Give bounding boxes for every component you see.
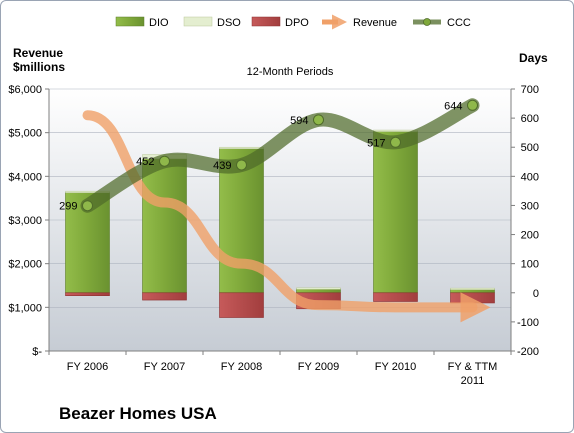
ccc-point	[236, 159, 247, 171]
revenue-arrow	[82, 110, 491, 323]
ccc-data-label: 517	[367, 137, 385, 149]
dio-bar	[142, 158, 187, 294]
ccc-data-label: 644	[444, 100, 462, 112]
dso-bar	[296, 287, 341, 290]
ccc-data-label: 452	[136, 156, 154, 168]
right-tick-label: 300	[521, 200, 539, 212]
right-axis-label: Days	[519, 51, 548, 65]
legend-dso-swatch	[183, 16, 213, 27]
right-tick-label: 500	[521, 142, 539, 154]
legend-dpo-swatch	[251, 16, 281, 27]
right-tick-label: 200	[521, 230, 539, 242]
right-tick-label: 400	[521, 171, 539, 183]
left-tick-label: $3,000	[8, 215, 42, 227]
ccc-point	[313, 114, 324, 126]
revenue-series	[82, 110, 491, 323]
ccc-data-label: 594	[290, 115, 308, 127]
dpo-bar	[373, 292, 418, 302]
category-label: FY 2010	[375, 361, 416, 373]
legend-revenue-label: Revenue	[353, 17, 397, 29]
legend: DIO DSO DPO Revenue CCC	[115, 14, 471, 30]
category-label: 2011	[461, 375, 485, 387]
ccc-point	[82, 200, 93, 212]
left-tick-label: $2,000	[8, 259, 42, 271]
dpo-bar	[142, 292, 187, 301]
legend-ccc-label: CCC	[447, 17, 471, 29]
right-tick-label: 0	[533, 288, 539, 300]
dpo-bar	[65, 292, 110, 296]
ccc-point	[390, 136, 401, 148]
left-tick-label: $4,000	[8, 171, 42, 183]
right-tick-label: 600	[521, 113, 539, 125]
category-label: FY 2009	[298, 361, 339, 373]
legend-dio-swatch	[115, 16, 145, 27]
category-label: FY & TTM	[448, 361, 498, 373]
left-tick-label: $1,000	[8, 302, 42, 314]
right-tick-label: 100	[521, 259, 539, 271]
ccc-data-label: 299	[59, 201, 77, 213]
axes: $- $1,000 $2,000 $3,000 $4,000 $5,000 $6,000 -2…	[8, 84, 539, 387]
category-label: FY 2007	[144, 361, 185, 373]
dso-bar	[219, 146, 264, 149]
chart-title: 12-Month Periods	[247, 66, 334, 78]
left-tick-label: $6,000	[8, 84, 42, 96]
dpo-bar	[219, 292, 264, 318]
company-name: Beazer Homes USA	[59, 404, 217, 423]
right-tick-label: 700	[521, 84, 539, 96]
right-tick-label: -200	[517, 346, 539, 358]
category-label: FY 2006	[67, 361, 108, 373]
right-tick-label: -100	[517, 317, 539, 329]
dpo-bar	[450, 292, 495, 304]
ccc-line	[80, 98, 480, 213]
legend-dso-label: DSO	[217, 17, 241, 29]
dso-bar	[450, 287, 495, 290]
ccc-series: 299 452 439 594 517 644	[59, 98, 480, 213]
left-axis-label-line2: $millions	[13, 60, 65, 74]
left-tick-label: $-	[32, 346, 42, 358]
ccc-point	[159, 155, 170, 167]
ccc-data-label: 439	[213, 160, 231, 172]
legend-ccc-marker	[423, 18, 431, 26]
category-label: FY 2008	[221, 361, 262, 373]
legend-dpo-label: DPO	[285, 17, 309, 29]
legend-dio-label: DIO	[149, 17, 169, 29]
dio-bar	[373, 130, 418, 294]
left-axis-label-line1: Revenue	[13, 46, 63, 60]
left-tick-label: $5,000	[8, 128, 42, 140]
ccc-point	[467, 99, 478, 111]
